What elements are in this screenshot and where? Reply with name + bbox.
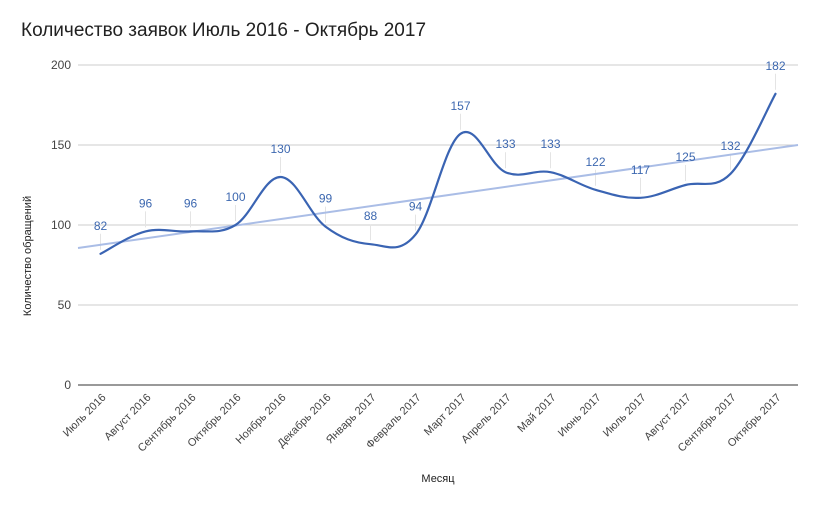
gridlines <box>78 64 798 306</box>
y-tick-label: 200 <box>51 58 71 72</box>
y-axis-ticks: 0 50 100 150 200 <box>51 58 71 392</box>
data-label: 94 <box>409 200 423 214</box>
data-label: 182 <box>765 59 785 73</box>
x-tick-label: Июль 2016 <box>61 392 109 440</box>
y-tick-label: 0 <box>64 378 71 392</box>
data-label: 130 <box>270 142 290 156</box>
data-label: 96 <box>184 196 198 210</box>
data-label: 100 <box>225 190 245 204</box>
x-tick-label: Июль 2017 <box>601 392 649 440</box>
series-line <box>99 92 777 255</box>
y-tick-label: 150 <box>51 138 71 152</box>
data-label: 132 <box>720 139 740 153</box>
chart-title: Количество заявок Июль 2016 - Октябрь 20… <box>21 20 427 41</box>
data-label: 122 <box>585 155 605 169</box>
data-label: 117 <box>631 163 650 177</box>
data-labels: 82 96 96 100 130 99 88 94 157 133 133 122 117 125 132 1… <box>94 59 786 233</box>
y-axis-title: Количество обращений <box>22 196 34 316</box>
x-axis-title: Месяц <box>421 473 455 485</box>
y-tick-label: 100 <box>51 218 71 232</box>
data-label-leaders <box>100 73 776 250</box>
data-label: 96 <box>139 196 153 210</box>
data-label: 125 <box>675 150 695 164</box>
data-label: 99 <box>319 192 333 206</box>
data-label: 157 <box>450 99 470 113</box>
x-tick-label: Июнь 2017 <box>556 392 604 440</box>
data-label: 133 <box>495 137 515 151</box>
x-tick-label: Май 2017 <box>515 392 558 435</box>
y-tick-label: 50 <box>58 298 72 312</box>
x-tick-label: Март 2017 <box>422 392 469 439</box>
data-label: 82 <box>94 219 108 233</box>
data-label: 133 <box>540 137 560 151</box>
data-label: 88 <box>364 209 378 223</box>
